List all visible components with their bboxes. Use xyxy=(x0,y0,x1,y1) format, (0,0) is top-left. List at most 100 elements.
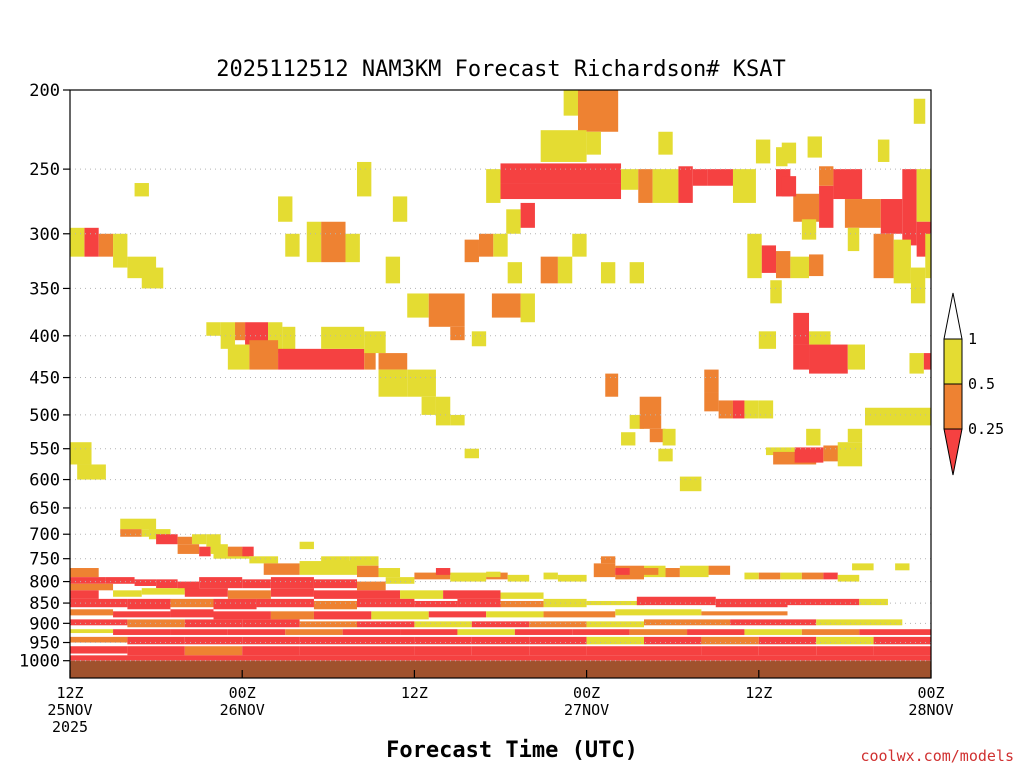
ri-cell xyxy=(837,442,863,467)
ri-cell xyxy=(278,196,293,222)
y-tick-label: 250 xyxy=(29,160,60,180)
ri-cell xyxy=(299,621,357,628)
ri-cell xyxy=(873,233,894,279)
ri-cell xyxy=(450,572,487,582)
ri-cell xyxy=(644,619,731,626)
ri-cell xyxy=(435,568,451,575)
ri-cell xyxy=(801,219,817,240)
ri-cell xyxy=(278,348,365,370)
ri-cell xyxy=(70,590,99,599)
ri-cell xyxy=(457,629,515,635)
ri-cell xyxy=(227,344,250,370)
ri-cell xyxy=(707,169,733,186)
ri-cell xyxy=(794,447,824,463)
ri-cell xyxy=(780,572,802,580)
y-tick-label: 350 xyxy=(29,279,60,299)
ri-cell xyxy=(471,331,487,347)
ri-cell xyxy=(809,344,848,374)
ri-cell xyxy=(605,373,619,397)
ri-cell xyxy=(718,400,733,419)
ri-cell xyxy=(357,621,415,628)
ri-cell xyxy=(184,619,243,628)
ri-cell xyxy=(184,646,243,656)
ri-cell xyxy=(113,611,171,618)
ri-cell xyxy=(486,571,501,578)
ri-cell xyxy=(357,646,415,656)
ri-cell xyxy=(649,428,666,443)
ri-cell xyxy=(227,629,286,635)
ri-cell xyxy=(793,193,820,222)
ri-cell xyxy=(577,90,619,132)
y-tick-label: 800 xyxy=(29,573,60,593)
ri-cell xyxy=(557,574,587,582)
ri-cell xyxy=(615,568,630,575)
ri-cell xyxy=(270,577,314,589)
ri-cell xyxy=(507,262,523,284)
ri-cell xyxy=(242,579,271,589)
ri-cell xyxy=(443,590,501,599)
x-tick-label: 12Z xyxy=(56,684,83,702)
ri-cell xyxy=(184,636,243,645)
ri-cell xyxy=(819,166,834,186)
ri-cell xyxy=(679,476,702,492)
ri-cell xyxy=(809,331,831,345)
ri-cell xyxy=(199,577,243,589)
ri-cell xyxy=(70,568,99,578)
ri-cell xyxy=(491,293,521,318)
y-tick-label: 450 xyxy=(29,369,60,389)
ri-cell xyxy=(864,407,931,426)
ri-cell xyxy=(844,199,881,228)
ri-cell xyxy=(776,251,791,279)
ri-cell xyxy=(615,609,702,616)
y-tick-label: 300 xyxy=(29,225,60,245)
ri-cell xyxy=(744,400,759,419)
ri-cell xyxy=(770,280,782,304)
ri-cell xyxy=(852,563,874,571)
ri-cell xyxy=(148,529,171,540)
ri-cell xyxy=(644,646,702,656)
ri-cell xyxy=(313,579,357,589)
ri-cell xyxy=(371,611,429,620)
ri-cell xyxy=(170,629,228,635)
ri-cell xyxy=(414,646,472,656)
ri-cell xyxy=(859,629,931,635)
ri-cell xyxy=(450,414,465,426)
ri-cell xyxy=(809,254,824,277)
x-tick-label: 2025 xyxy=(52,718,88,736)
ri-cell xyxy=(880,199,903,234)
legend-swatch xyxy=(943,338,963,385)
ri-cell xyxy=(793,312,810,345)
ri-cell xyxy=(471,646,530,656)
legend-label: 0.5 xyxy=(968,375,995,393)
ri-cell xyxy=(414,621,472,628)
ri-cell xyxy=(715,598,788,608)
ri-cell xyxy=(299,646,357,656)
ri-cell xyxy=(364,348,376,370)
ri-cell xyxy=(895,563,910,571)
ri-cell xyxy=(847,428,863,443)
ri-cell xyxy=(385,577,415,584)
ri-cell xyxy=(134,579,157,586)
ri-cell xyxy=(761,245,777,273)
ri-cell xyxy=(345,233,360,263)
ri-cell xyxy=(540,130,587,162)
ri-cell xyxy=(765,447,795,456)
ri-cell xyxy=(400,590,444,599)
ri-cell xyxy=(793,344,810,370)
ground-band xyxy=(70,660,931,678)
ri-cell xyxy=(177,536,192,545)
ri-cell xyxy=(357,581,386,591)
ri-cell xyxy=(127,619,185,628)
ri-cell xyxy=(758,331,777,349)
ri-cell xyxy=(486,611,544,618)
ri-cell xyxy=(378,369,408,397)
ri-cell xyxy=(621,432,636,446)
ri-cell xyxy=(493,233,508,257)
ri-cell xyxy=(156,534,178,545)
y-axis: 200 250 300 350 400 450 500 550 600 650 700 750 8008… xyxy=(19,81,70,672)
ri-cell xyxy=(127,646,185,656)
ri-cell xyxy=(514,629,573,635)
ri-cell xyxy=(692,169,708,186)
